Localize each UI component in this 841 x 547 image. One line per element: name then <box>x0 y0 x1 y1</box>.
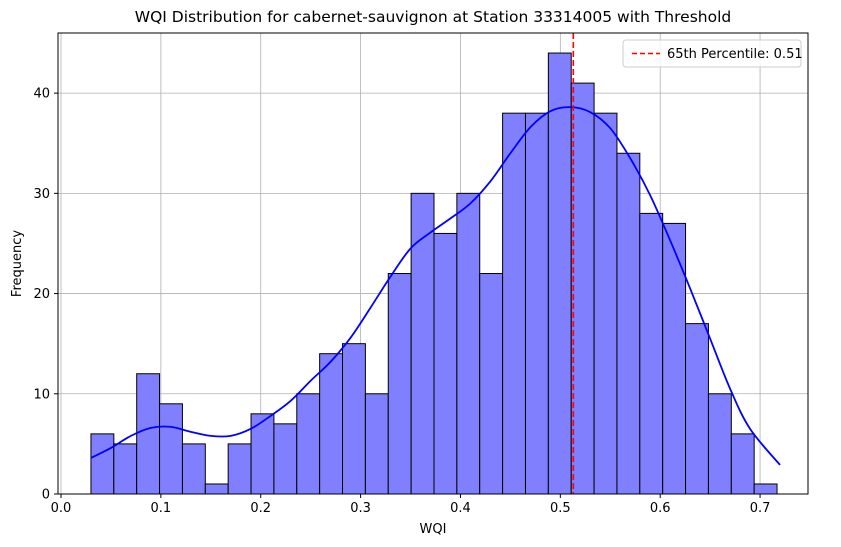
histogram-bar <box>204 483 229 495</box>
histogram-bar <box>593 112 618 495</box>
histogram-bar <box>296 393 321 495</box>
y-tick-label: 40 <box>33 87 50 102</box>
histogram-bar <box>730 433 755 495</box>
histogram-bar <box>502 112 526 495</box>
y-tick-label: 30 <box>33 187 50 202</box>
histogram-bar <box>113 443 138 495</box>
histogram-bar <box>479 273 504 495</box>
legend: 65th Percentile: 0.51 <box>622 39 803 68</box>
histogram-bars <box>90 52 778 495</box>
x-axis-title: WQI <box>420 522 447 537</box>
histogram-bar <box>524 112 549 495</box>
y-tick-label: 0 <box>42 488 50 503</box>
histogram-bar <box>387 273 412 495</box>
x-tick-label: 0.5 <box>550 501 571 516</box>
histogram-bar <box>753 483 778 495</box>
chart-title: WQI Distribution for cabernet-sauvignon … <box>135 8 731 26</box>
y-axis-title: Frequency <box>10 230 25 297</box>
histogram-bar <box>181 443 206 495</box>
histogram-bar <box>433 232 458 495</box>
histogram-bar <box>227 443 252 495</box>
histogram-bar <box>456 192 481 495</box>
histogram-bar <box>319 353 344 495</box>
histogram-bar <box>639 212 664 495</box>
histogram-bar <box>136 373 161 495</box>
y-axis-ticks: 0 10 20 30 40 <box>33 87 58 503</box>
kde-curve <box>90 106 781 466</box>
histogram-bar <box>685 323 709 495</box>
x-tick-label: 0.6 <box>650 501 671 516</box>
legend-threshold-label: 65th Percentile: 0.51 <box>667 47 803 62</box>
histogram-bar <box>662 222 687 495</box>
histogram-bar <box>342 343 366 495</box>
x-tick-label: 0.7 <box>750 501 771 516</box>
histogram-bar <box>707 393 732 495</box>
histogram-bar <box>159 403 183 495</box>
x-tick-label: 0.2 <box>250 501 271 516</box>
x-tick-label: 0.0 <box>51 501 72 516</box>
x-tick-label: 0.3 <box>350 501 371 516</box>
histogram-bar <box>547 52 572 495</box>
x-tick-label: 0.1 <box>151 501 172 516</box>
histogram-bar <box>273 423 298 495</box>
y-tick-label: 10 <box>33 387 50 402</box>
histogram-bar <box>570 82 595 495</box>
x-tick-label: 0.4 <box>450 501 471 516</box>
plot-frame <box>57 32 809 495</box>
histogram-bar <box>90 433 115 495</box>
x-axis-ticks: 0.0 0.1 0.2 0.3 0.4 0.5 0.6 0.7 <box>51 494 771 516</box>
kde-line <box>90 106 781 466</box>
y-tick-label: 20 <box>33 287 50 302</box>
histogram-bar <box>616 152 641 495</box>
histogram-bar <box>364 393 389 495</box>
legend-box <box>622 39 802 68</box>
